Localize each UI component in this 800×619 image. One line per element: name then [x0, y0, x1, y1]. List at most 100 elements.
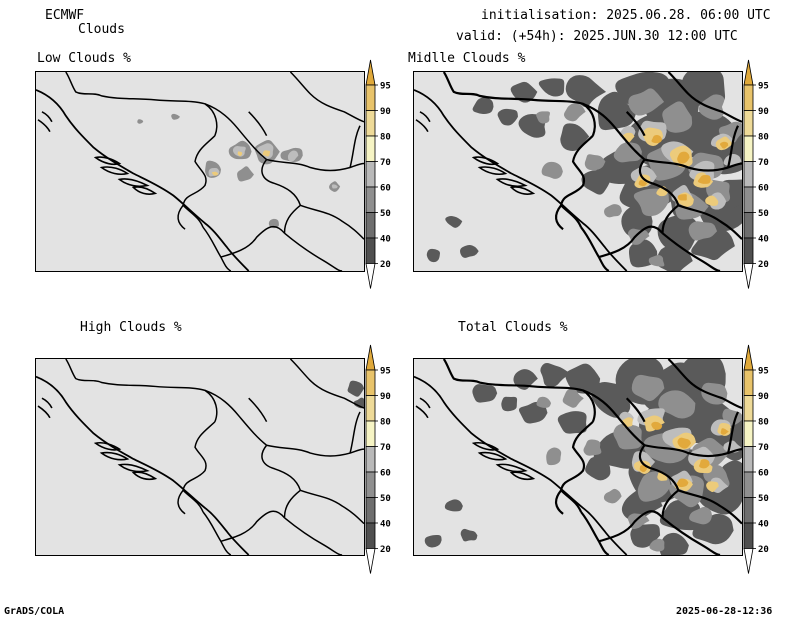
colorbar-segment [743, 471, 754, 498]
colorbar-segment [743, 84, 754, 111]
cloud-cover-area [565, 363, 601, 394]
colorbar-tick-label: 70 [380, 158, 391, 168]
colorbar-segment [365, 369, 376, 396]
cloud-cover-area [560, 123, 590, 152]
panel-title-total: Total Clouds % [458, 320, 568, 335]
initialisation-time: initialisation: 2025.06.28. 06:00 UTC [481, 8, 771, 23]
cloud-cover-area [720, 428, 729, 435]
colorbar-segment [743, 395, 754, 422]
colorbar-top-arrow [743, 59, 754, 86]
coastline [36, 89, 250, 271]
colorbar-tick-label: 40 [758, 235, 769, 245]
island-outline [509, 186, 536, 195]
cloud-cover-area [659, 499, 702, 531]
colorbar-tick-label: 60 [380, 184, 391, 194]
cloud-cover-area [424, 534, 442, 548]
cloud-cover-area [546, 447, 562, 466]
colorbar-graphic: 20 40 50 60 70 80 90 95 [365, 344, 391, 574]
island-outline [93, 442, 122, 451]
colorbar-tick-label: 50 [758, 494, 769, 504]
cloud-cover-area [353, 397, 364, 409]
country-border [582, 102, 646, 161]
cloud-cover-area [656, 246, 693, 271]
cloud-cover-area [562, 388, 584, 408]
cloud-cover-area [701, 382, 728, 405]
country-border [667, 359, 742, 410]
map-graphic [414, 72, 742, 271]
country-border [678, 489, 742, 525]
cloud-cover-area [628, 88, 665, 116]
colorbar-tick-label: 95 [758, 82, 769, 92]
island-outline [419, 397, 431, 409]
colorbar-graphic: 20 40 50 60 70 80 90 95 [365, 59, 391, 289]
cloud-cover-area [583, 439, 602, 456]
country-border [65, 72, 218, 136]
cloud-cover-area [472, 384, 498, 403]
cloud-cover-area [171, 113, 181, 120]
cloud-cover-area [705, 195, 719, 206]
cloud-cover-area [563, 102, 586, 122]
island-outline [477, 166, 508, 176]
country-border [555, 489, 564, 515]
colorbar-graphic: 20 40 50 60 70 80 90 95 [743, 59, 769, 289]
colorbar-segment [365, 84, 376, 111]
country-border [638, 444, 680, 518]
country-border [300, 489, 364, 525]
cloud-cover-area [445, 216, 463, 228]
colorbar-segment [365, 522, 376, 549]
colorbar-tick-label: 50 [758, 209, 769, 219]
cloud-cover-area [557, 411, 587, 434]
product-name: Clouds [78, 22, 125, 37]
cloud-cover-area [211, 171, 219, 176]
footer-timestamp: 2025-06-28-12:36 [676, 606, 773, 617]
cloud-cover-area [662, 101, 693, 133]
colorbar-segment [743, 369, 754, 396]
island-outline [117, 178, 150, 187]
map-graphic [36, 359, 364, 555]
country-border [261, 444, 302, 518]
island-outline [99, 451, 130, 461]
country-border [266, 444, 364, 457]
country-border [560, 420, 594, 513]
country-border [289, 359, 364, 409]
colorbar-segment [365, 135, 376, 162]
cloud-cover-area [287, 150, 299, 162]
colorbar-segment [365, 237, 376, 264]
island-outline [37, 119, 51, 133]
cloud-cover-area [677, 478, 689, 488]
country-border [177, 489, 186, 515]
cloud-cover-area [510, 81, 538, 103]
country-border [644, 158, 742, 172]
colorbar-segment [365, 497, 376, 524]
country-border [625, 397, 646, 423]
colorbar-tick-label: 80 [380, 133, 391, 143]
colorbar-segment [743, 420, 754, 447]
colorbar-tick-label: 20 [380, 260, 391, 270]
cloud-cover-area [651, 421, 663, 430]
cloud-cover-area [472, 97, 494, 115]
colorbar-segment [743, 186, 754, 213]
colorbar-bottom-arrow [743, 548, 754, 574]
island-outline [41, 397, 53, 409]
colorbar-segment [743, 110, 754, 137]
country-border [661, 516, 721, 555]
cloud-cover-area [460, 528, 478, 542]
cloud-cover-area [651, 134, 663, 144]
cloud-cover-area [613, 142, 642, 163]
cloud-cover-area [697, 175, 711, 184]
island-outline [419, 111, 431, 123]
colorbar-segment [365, 186, 376, 213]
colorbar-segment [365, 420, 376, 447]
cloud-cover-area [501, 396, 518, 412]
model-name: ECMWF [45, 8, 85, 23]
country-border [204, 389, 268, 446]
country-border [582, 389, 646, 447]
island-outline [37, 405, 51, 419]
colorbar-tick-label: 80 [758, 133, 769, 143]
cloud-cover-area [657, 215, 699, 254]
map-panel-total-clouds [413, 358, 743, 556]
country-border [678, 204, 742, 240]
colorbar-tick-label: 60 [758, 469, 769, 479]
colorbar-tick-label: 80 [380, 418, 391, 428]
colorbar-segment [365, 161, 376, 188]
